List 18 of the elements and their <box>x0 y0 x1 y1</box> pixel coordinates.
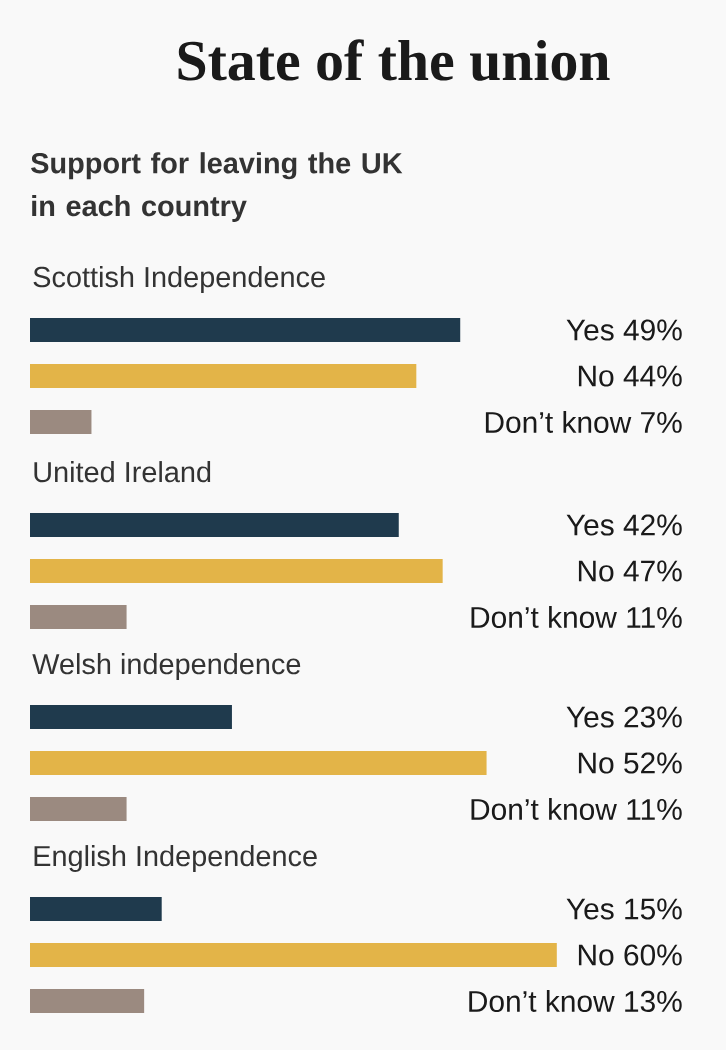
data-label: Yes 15% <box>566 898 682 920</box>
data-label: Don’t know 11% <box>471 606 682 628</box>
chart-title: State of the union <box>178 39 610 81</box>
data-label: Don’t know 7% <box>485 411 682 433</box>
data-label: Yes 49% <box>566 319 682 341</box>
x-axis-title: United Ireland <box>34 461 211 483</box>
data-label: Don’t know 11% <box>471 798 682 820</box>
data-label: No 52% <box>578 752 682 774</box>
data-label: No 44% <box>578 365 682 387</box>
data-label: No 47% <box>578 560 682 582</box>
x-axis-title: English Independence <box>34 845 317 873</box>
data-label: No 60% <box>578 944 682 966</box>
x-axis-title: Welsh independence <box>32 653 301 681</box>
data-label: Don’t know 13% <box>469 990 682 1012</box>
x-axis-title: Scottish Independence <box>33 266 325 294</box>
chart-subtitle: Support for leaving the UK in each country <box>31 152 403 222</box>
data-label: Yes 42% <box>566 514 682 536</box>
data-label: Yes 23% <box>566 706 682 728</box>
